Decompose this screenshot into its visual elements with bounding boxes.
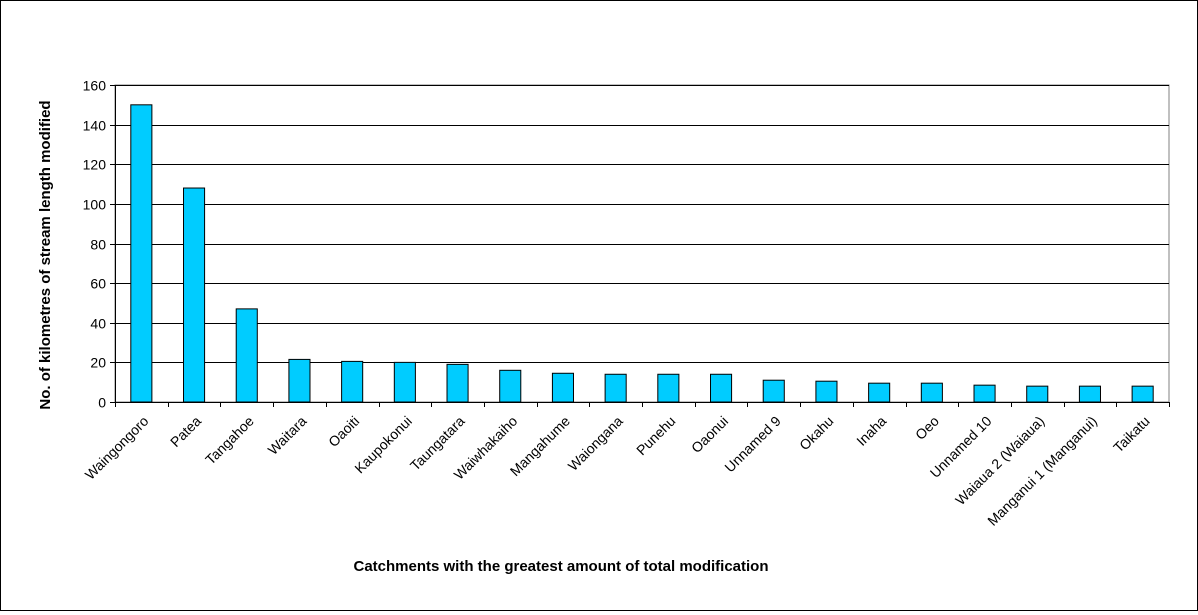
x-tick-label: Unnamed 9: [721, 413, 784, 476]
bar: [604, 373, 627, 403]
y-tick-label: 120: [83, 157, 107, 173]
bar: [973, 384, 996, 403]
bar: [183, 187, 206, 403]
bar: [657, 373, 680, 403]
bar: [710, 373, 733, 403]
bar: [762, 379, 785, 403]
bar: [288, 358, 311, 403]
y-tick-label: 160: [83, 78, 107, 94]
bar: [1026, 385, 1049, 403]
y-tick-label: 60: [90, 276, 106, 292]
gridlines: [114, 84, 1170, 403]
bar: [815, 380, 838, 403]
bar: [551, 372, 574, 403]
x-tick-label: Kaupokonui: [351, 413, 415, 477]
y-tick-label: 100: [83, 197, 107, 213]
y-tick-label: 80: [90, 237, 106, 253]
x-tick-label: Waiaua 2 (Waiaua): [952, 413, 1047, 508]
x-tick-label: Oeo: [912, 413, 942, 443]
bar: [393, 361, 416, 403]
bar: [868, 382, 891, 403]
y-tick-label: 20: [90, 355, 106, 371]
bar: [1131, 385, 1154, 403]
y-tick-label: 140: [83, 118, 107, 134]
bar: [235, 308, 258, 403]
x-tick-label: Taikatu: [1110, 413, 1153, 456]
x-tick-label: Okahu: [796, 413, 836, 453]
x-tick-label: Inaha: [853, 413, 889, 449]
bar: [499, 369, 522, 403]
plot-area: [114, 84, 1170, 403]
x-tick-label: Manganui 1 (Manganui): [984, 413, 1100, 529]
x-tick-label: Patea: [167, 413, 204, 450]
x-tick-label: Waiongana: [565, 413, 626, 474]
axes: [110, 85, 1170, 407]
x-tick-label: Waitara: [265, 413, 310, 458]
y-tick-label: 0: [98, 395, 106, 411]
x-tick-label: Tangahoe: [202, 413, 257, 468]
bar: [920, 382, 943, 403]
bar: [446, 363, 469, 403]
bar: [341, 360, 364, 403]
y-tick-label: 40: [90, 316, 106, 332]
y-axis-title: No. of kilometres of stream length modif…: [37, 100, 54, 409]
bar: [130, 104, 153, 403]
x-tick-label: Oaoiti: [325, 413, 362, 450]
x-tick-label: Waingongoro: [82, 413, 152, 483]
y-tick-labels: 0 20 40 60 80 100 120 140 160: [83, 78, 107, 411]
bar: [1078, 385, 1101, 403]
x-axis-title: Catchments with the greatest amount of t…: [353, 558, 768, 575]
x-tick-label: Punehu: [633, 413, 678, 458]
x-tick-label: Oaonui: [688, 413, 731, 456]
